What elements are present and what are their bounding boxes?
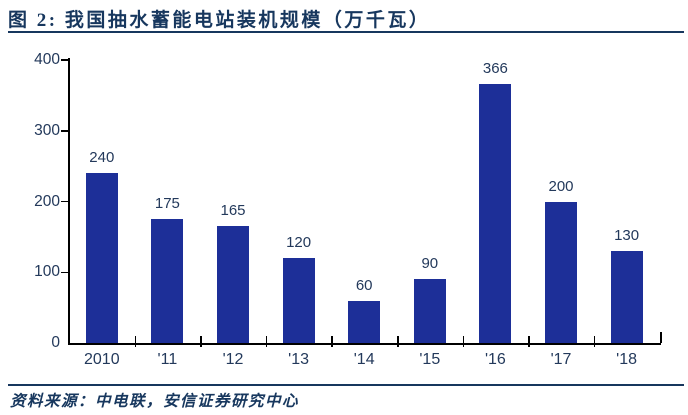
x-axis-label: '11: [157, 351, 178, 368]
x-axis-tick: [265, 336, 268, 347]
source-note: 资料来源：中电联，安信证券研究中心: [10, 393, 300, 410]
bar-15: [413, 279, 446, 343]
x-axis-label: '12: [222, 351, 244, 368]
bar-value-label: 120: [286, 234, 312, 252]
x-axis-tick: [134, 336, 137, 347]
x-axis-label: '15: [419, 351, 441, 368]
x-axis-tick: [462, 336, 465, 347]
x-axis-tick: [528, 336, 530, 347]
bar-value-label: 200: [548, 177, 574, 195]
x-axis-label: '18: [616, 351, 638, 368]
x-axis-tick: [593, 336, 596, 347]
bar-11: [151, 219, 184, 343]
y-axis-tick: [61, 59, 68, 61]
x-axis-tick: [331, 336, 333, 347]
y-axis: [68, 58, 70, 344]
bar-value-label: 60: [355, 276, 373, 294]
figure-title: 图 2: 我国抽水蓄能电站装机规模（万千瓦）: [8, 10, 431, 31]
x-axis-label: '17: [550, 351, 572, 368]
bar-value-label: 240: [89, 149, 115, 167]
bar-value-label: 175: [154, 195, 180, 213]
bar-value-label: 90: [421, 255, 439, 273]
bar-value-label: 165: [220, 202, 246, 220]
y-axis-tick: [61, 130, 68, 132]
bar-18: [610, 251, 643, 343]
x-axis: [68, 343, 661, 345]
x-axis-label: '13: [288, 351, 310, 368]
y-axis-tick: [61, 200, 68, 203]
y-axis-label: 400: [34, 51, 60, 68]
x-axis-label: '16: [484, 351, 506, 368]
bar-14: [348, 300, 381, 343]
x-axis-tick: [200, 336, 202, 347]
x-axis-end-tick: [660, 332, 662, 343]
x-axis-label: '14: [353, 351, 375, 368]
x-axis-tick: [397, 336, 399, 347]
bar-value-label: 130: [614, 227, 640, 245]
bar-13: [282, 258, 315, 343]
x-axis-label: 2010: [84, 351, 120, 368]
y-axis-label: 300: [34, 121, 60, 139]
bar-2010: [85, 173, 118, 343]
y-axis-label: 200: [34, 192, 60, 210]
y-axis-label: 100: [34, 263, 60, 281]
footer-divider: [8, 384, 684, 386]
y-axis-tick: [61, 271, 68, 273]
bar-value-label: 366: [482, 60, 508, 78]
y-axis-label: 0: [51, 334, 60, 351]
title-divider: [8, 31, 684, 33]
bar-12: [217, 226, 249, 343]
bar-17: [545, 201, 577, 343]
bar-16: [479, 84, 512, 343]
